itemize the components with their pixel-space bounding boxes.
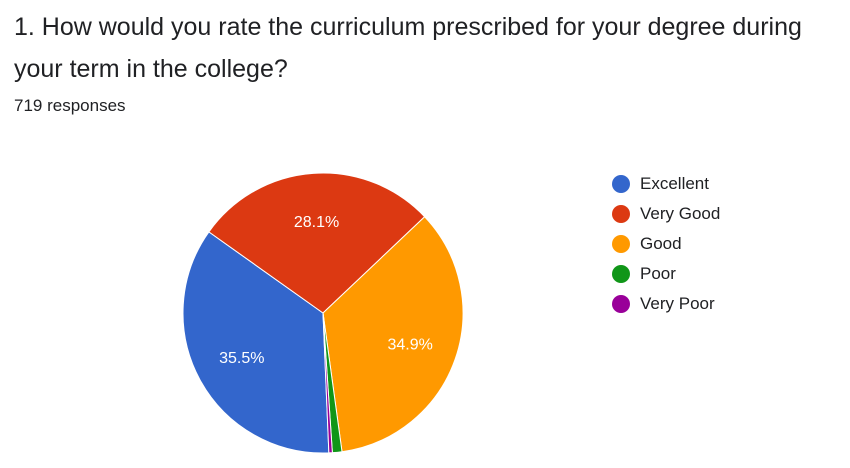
- slice-label-very-good: 28.1%: [294, 214, 339, 231]
- legend-swatch: [612, 265, 630, 283]
- chart-legend: Excellent Very Good Good Poor Very Poor: [612, 169, 720, 319]
- question-title: 1. How would you rate the curriculum pre…: [14, 13, 802, 83]
- legend-swatch: [612, 205, 630, 223]
- legend-item-very-poor[interactable]: Very Poor: [612, 289, 720, 319]
- legend-item-good[interactable]: Good: [612, 229, 720, 259]
- pie-slice-good[interactable]: [322, 216, 464, 453]
- legend-label: Very Poor: [640, 294, 715, 313]
- legend-label: Poor: [640, 264, 676, 283]
- pie-slice-very-good[interactable]: [208, 172, 426, 314]
- slice-label-excellent: 35.5%: [219, 350, 264, 367]
- legend-label: Excellent: [640, 174, 709, 193]
- legend-item-very-good[interactable]: Very Good: [612, 199, 720, 229]
- pie-slice-excellent[interactable]: [182, 231, 330, 454]
- legend-swatch: [612, 295, 630, 313]
- legend-item-excellent[interactable]: Excellent: [612, 169, 720, 199]
- legend-swatch: [612, 175, 630, 193]
- slice-label-good: 34.9%: [387, 337, 432, 354]
- legend-label: Very Good: [640, 204, 721, 223]
- legend-swatch: [612, 235, 630, 253]
- response-count: 719 responses: [14, 96, 126, 115]
- pie-slice-very-poor[interactable]: [322, 312, 333, 454]
- legend-label: Good: [640, 234, 682, 253]
- legend-item-poor[interactable]: Poor: [612, 259, 720, 289]
